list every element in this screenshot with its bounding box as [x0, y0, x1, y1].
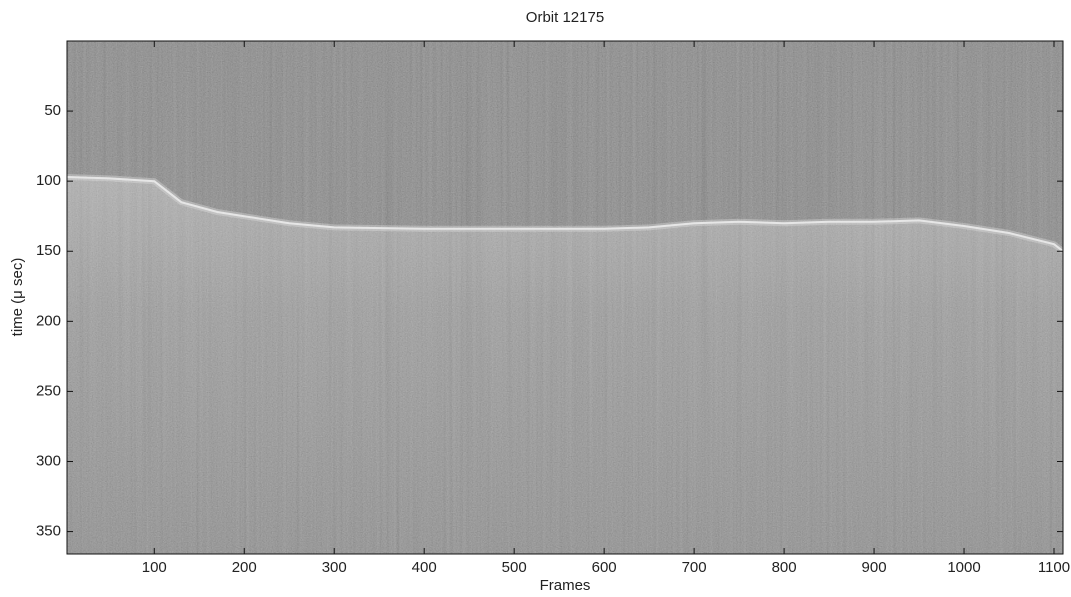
y-tick-label: 100 [36, 172, 61, 189]
x-tick-label: 600 [592, 559, 617, 576]
y-tick-label: 300 [36, 452, 61, 469]
plot-frame [66, 40, 1064, 555]
surface-echo [67, 176, 1063, 252]
x-tick-label: 1000 [947, 559, 980, 576]
x-tick-label: 100 [142, 559, 167, 576]
subsurface-echo [67, 177, 1063, 554]
chart-title: Orbit 12175 [526, 9, 604, 26]
x-tick-label: 900 [862, 559, 887, 576]
x-axis-label: Frames [540, 577, 591, 594]
y-tick-label: 50 [44, 102, 61, 119]
x-tick-label: 200 [232, 559, 257, 576]
y-axis-label: time (μ sec) [9, 258, 26, 337]
x-tick-label: 500 [502, 559, 527, 576]
x-tick-label: 800 [772, 559, 797, 576]
y-tick-label: 250 [36, 382, 61, 399]
x-tick-label: 1100 [1038, 559, 1070, 576]
x-tick-label: 700 [682, 559, 707, 576]
x-tick-label: 400 [412, 559, 437, 576]
y-tick-label: 350 [36, 523, 61, 540]
y-tick-label: 200 [36, 312, 61, 329]
plot-area [67, 41, 1063, 554]
y-tick-label: 150 [36, 242, 61, 259]
x-tick-label: 300 [322, 559, 347, 576]
